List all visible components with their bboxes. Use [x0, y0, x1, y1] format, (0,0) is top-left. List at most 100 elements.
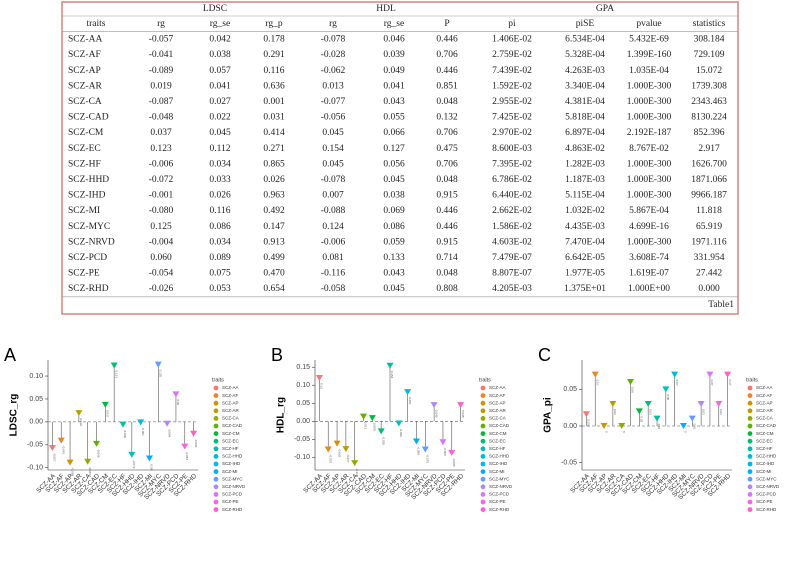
lollipop-head: [181, 443, 189, 450]
legend-swatch: [747, 499, 753, 505]
lollipop-head: [128, 451, 136, 458]
table-cell: 0.046: [383, 35, 405, 45]
value-label: 0.03: [719, 409, 723, 415]
table-cell: 0.033: [209, 175, 231, 185]
lollipop-head: [342, 446, 350, 453]
table-cell: 2.192E-187: [627, 128, 672, 138]
table-cell: 0.714: [436, 253, 458, 263]
value-label: -0.004: [167, 429, 171, 438]
lollipop-head: [448, 450, 456, 457]
table-cell: 1.000E-300: [627, 159, 672, 169]
legend-label: SCZ-RHD: [489, 507, 510, 512]
table-cell: -0.077: [321, 97, 346, 107]
table-cell: 0.039: [383, 50, 405, 60]
legend-swatch: [213, 408, 219, 414]
lollipop-head: [154, 361, 162, 368]
legend-swatch: [747, 507, 753, 512]
table-cell: 1.977E-05: [565, 269, 605, 279]
lollipop-head: [457, 402, 465, 409]
table-cell: 0.041: [383, 81, 405, 91]
legend-swatch: [213, 423, 219, 429]
table-cell: 7.470E-04: [565, 237, 605, 247]
y-tick-label: 0.10: [296, 382, 310, 389]
value-label: -0.062: [337, 449, 341, 458]
table-cell: 0.446: [436, 35, 458, 45]
table-cell: 0.808: [436, 284, 458, 294]
legend-label: SCZ-PCD: [489, 492, 510, 497]
table-cell: 1.000E-300: [627, 191, 672, 201]
legend-label: SCZ-PCD: [756, 492, 777, 497]
table-cell: SCZ-HHD: [68, 175, 109, 185]
column-header: traits: [87, 19, 106, 29]
value-label: 0.037: [106, 410, 110, 418]
legend-swatch: [747, 454, 753, 459]
lollipop-head: [101, 401, 109, 408]
table-cell: -0.054: [149, 269, 174, 279]
legend-label: SCZ-MYC: [222, 476, 243, 481]
table-cell: 0.654: [263, 284, 285, 294]
value-label: 0.03: [701, 409, 705, 415]
table-cell: SCZ-HF: [68, 159, 101, 169]
table-cell: 8.767E-02: [629, 144, 669, 154]
lollipop-head: [93, 440, 101, 447]
lollipop-head: [706, 371, 714, 378]
legend-swatch: [480, 499, 486, 505]
value-label: -0.006: [123, 430, 127, 439]
legend-label: SCZ-CA: [489, 416, 506, 421]
legend-swatch: [480, 507, 486, 512]
value-label: -0.078: [328, 454, 332, 463]
legend-label: SCZ-RHD: [222, 507, 243, 512]
column-header: P: [444, 19, 449, 29]
table-cell: 0.086: [383, 222, 405, 232]
legend-label: SCZ-EC: [222, 438, 240, 443]
lollipop-head: [360, 413, 368, 420]
table-frame: [61, 1, 739, 315]
table-cell: 0.492: [263, 206, 285, 216]
y-tick-label: -0.05: [561, 460, 577, 467]
table-cell: 0.132: [436, 113, 458, 123]
table-cell: 0.124: [322, 222, 344, 232]
y-tick-label: -0.05: [294, 436, 310, 443]
table-cell: 0.133: [383, 253, 405, 263]
value-label: 0.02: [640, 416, 644, 422]
panel-label: A: [4, 345, 16, 365]
y-axis-title: LDSC_rg: [9, 394, 20, 437]
legend-swatch: [747, 408, 753, 414]
table-cell: 7.395E-02: [492, 159, 532, 169]
table-cell: 0.470: [263, 269, 285, 279]
value-label: 0.07: [710, 380, 714, 386]
legend-label: SCZ-HF: [756, 446, 773, 451]
table-cell: 0.045: [322, 159, 344, 169]
table-cell: 0.000: [698, 284, 720, 294]
legend-swatch: [480, 454, 486, 459]
value-label: -0.006: [399, 428, 403, 437]
value-label: -0.072: [132, 460, 136, 469]
table-cell: 3.608E-74: [629, 253, 669, 263]
legend-swatch: [480, 416, 486, 421]
lollipop-head: [688, 415, 696, 422]
legend-swatch: [747, 484, 753, 490]
legend-label: SCZ-HHD: [222, 454, 243, 459]
table-cell: 0.026: [209, 191, 231, 201]
table-cell: 1971.116: [691, 237, 727, 247]
legend-label: SCZ-PE: [489, 499, 506, 504]
table-cell: 0.075: [209, 269, 231, 279]
table-cell: SCZ-AR: [68, 81, 102, 91]
table-cell: 0.116: [209, 206, 230, 216]
table-cell: 0.086: [209, 222, 231, 232]
table-cell: 1.282E-03: [565, 159, 605, 169]
lollipop-head: [351, 460, 359, 467]
lollipop-head: [421, 446, 429, 453]
table-cell: -0.048: [149, 113, 174, 123]
legend-swatch: [480, 438, 486, 444]
legend-swatch: [480, 492, 486, 497]
value-label: -0.116: [355, 468, 359, 477]
table-cell: -0.088: [321, 206, 346, 216]
table-cell: SCZ-MI: [68, 206, 100, 216]
table-cell: 27.442: [696, 269, 722, 279]
table-cell: 0.027: [209, 97, 231, 107]
y-tick-label: 0.00: [29, 419, 43, 426]
column-header: rg: [157, 19, 165, 29]
table-cell: 5.867E-04: [629, 206, 669, 216]
legend-swatch: [480, 385, 486, 391]
